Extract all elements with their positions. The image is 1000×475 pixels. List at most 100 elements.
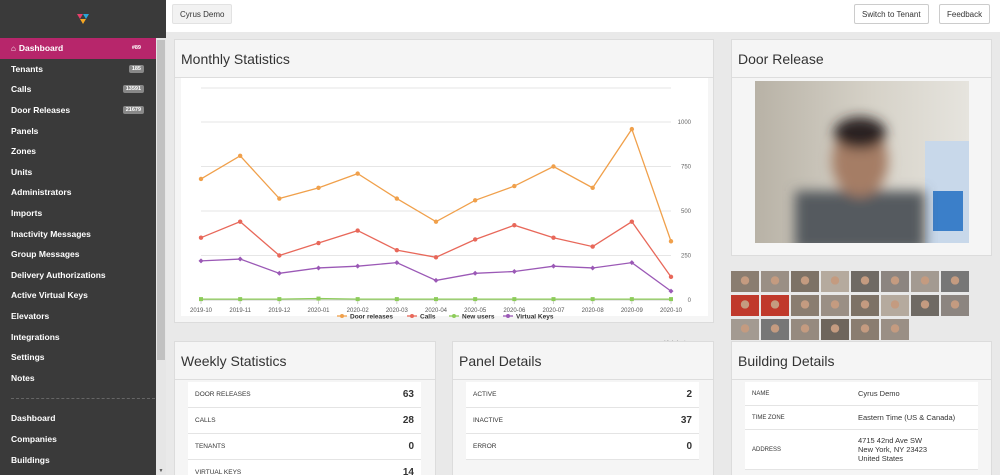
data-point-virtual-keys[interactable] [276, 270, 282, 276]
legend-label-virtual-keys[interactable]: Virtual Keys [516, 314, 554, 321]
data-point-new-users[interactable] [238, 297, 243, 302]
data-point-virtual-keys[interactable] [472, 270, 478, 276]
sidebar-bottom-item-buildings[interactable]: Buildings [0, 449, 166, 470]
sidebar-item-notes[interactable]: Notes [0, 368, 166, 389]
sidebar-item-panels[interactable]: Panels [0, 120, 166, 141]
data-point-new-users[interactable] [316, 296, 321, 301]
data-point-door-releases[interactable] [433, 219, 439, 224]
data-point-new-users[interactable] [473, 297, 478, 302]
data-point-new-users[interactable] [394, 297, 399, 302]
door-release-thumbnail[interactable] [851, 295, 879, 316]
data-point-new-users[interactable] [590, 297, 595, 302]
data-point-virtual-keys[interactable] [511, 269, 517, 275]
legend-label-door-releases[interactable]: Door releases [350, 314, 393, 321]
door-release-thumbnail[interactable] [911, 271, 939, 292]
data-point-door-releases[interactable] [355, 171, 360, 176]
door-release-thumbnail[interactable] [851, 319, 879, 340]
door-release-thumbnail[interactable] [881, 271, 909, 292]
sidebar-item-door-releases[interactable]: Door Releases 21679 [0, 100, 166, 121]
data-point-new-users[interactable] [199, 297, 203, 302]
data-point-door-releases[interactable] [277, 196, 282, 201]
data-point-new-users[interactable] [434, 297, 438, 302]
data-point-calls[interactable] [316, 240, 321, 246]
data-point-virtual-keys[interactable] [355, 263, 361, 269]
feedback-button[interactable]: Feedback [939, 4, 991, 24]
door-release-thumbnail[interactable] [851, 271, 879, 292]
door-release-thumbnail[interactable] [761, 271, 789, 292]
data-point-calls[interactable] [355, 228, 360, 233]
sidebar-item-imports[interactable]: Imports [0, 203, 166, 224]
data-point-door-releases[interactable] [316, 185, 321, 191]
sidebar-item-integrations[interactable]: Integrations [0, 326, 166, 347]
sidebar-item-group-messages[interactable]: Group Messages [0, 244, 166, 265]
sidebar-item-settings[interactable]: Settings [0, 347, 166, 368]
sidebar-item-active-virtual-keys[interactable]: Active Virtual Keys [0, 285, 166, 306]
data-point-door-releases[interactable] [394, 196, 400, 201]
door-release-thumbnail[interactable] [821, 271, 849, 292]
data-point-door-releases[interactable] [668, 239, 674, 244]
sidebar-item-elevators[interactable]: Elevators [0, 306, 166, 327]
door-release-thumbnail[interactable] [821, 319, 849, 340]
data-point-new-users[interactable] [551, 297, 556, 302]
logo[interactable] [0, 0, 166, 38]
sidebar-item-administrators[interactable]: Administrators [0, 182, 166, 203]
data-point-calls[interactable] [668, 274, 674, 280]
data-point-door-releases[interactable] [237, 153, 243, 159]
sidebar-bottom-item-dashboard[interactable]: Dashboard [0, 408, 166, 429]
switch-to-tenant-button[interactable]: Switch to Tenant [854, 4, 929, 24]
data-point-virtual-keys[interactable] [237, 256, 243, 262]
data-point-calls[interactable] [629, 219, 635, 224]
data-point-calls[interactable] [237, 219, 243, 224]
data-point-virtual-keys[interactable] [551, 263, 556, 269]
data-point-virtual-keys[interactable] [590, 265, 596, 271]
data-point-new-users[interactable] [355, 297, 360, 302]
door-release-thumbnail[interactable] [941, 271, 969, 292]
sidebar-item-calls[interactable]: Calls 13591 [0, 79, 166, 100]
sidebar-item-units[interactable]: Units [0, 162, 166, 183]
door-release-thumbnail[interactable] [761, 295, 789, 316]
data-point-virtual-keys[interactable] [316, 265, 321, 271]
door-release-thumbnail[interactable] [911, 295, 939, 316]
sidebar-scrollbar[interactable]: ▼ [156, 38, 166, 475]
data-point-calls[interactable] [590, 244, 595, 249]
door-release-thumbnail[interactable] [791, 319, 819, 340]
door-release-thumbnail[interactable] [791, 271, 819, 292]
legend-label-calls[interactable]: Calls [420, 314, 436, 321]
data-point-virtual-keys[interactable] [433, 277, 439, 283]
data-point-door-releases[interactable] [629, 126, 635, 132]
data-point-new-users[interactable] [629, 297, 634, 302]
data-point-door-releases[interactable] [472, 198, 478, 203]
data-point-virtual-keys[interactable] [198, 258, 204, 264]
data-point-calls[interactable] [472, 237, 478, 242]
data-point-door-releases[interactable] [590, 185, 595, 191]
data-point-virtual-keys[interactable] [394, 260, 400, 266]
data-point-calls[interactable] [512, 223, 517, 228]
scroll-down-arrow-icon[interactable]: ▼ [158, 468, 164, 474]
legend-label-new-users[interactable]: New users [462, 314, 495, 321]
sidebar-item-delivery-authorizations[interactable]: Delivery Authorizations [0, 265, 166, 286]
door-release-thumbnail[interactable] [791, 295, 819, 316]
data-point-new-users[interactable] [512, 297, 517, 302]
door-release-thumbnail[interactable] [731, 271, 759, 292]
current-tenant-label[interactable]: Cyrus Demo [172, 4, 233, 24]
data-point-new-users[interactable] [669, 297, 673, 302]
door-release-thumbnail[interactable] [881, 319, 909, 340]
data-point-calls[interactable] [394, 247, 400, 253]
data-point-calls[interactable] [551, 235, 556, 240]
sidebar-item-inactivity-messages[interactable]: Inactivity Messages [0, 223, 166, 244]
sidebar-item-tenants[interactable]: Tenants 185 [0, 59, 166, 80]
data-point-door-releases[interactable] [512, 183, 517, 189]
door-release-thumbnail[interactable] [761, 319, 789, 340]
sidebar-item-dashboard[interactable]: ⌂ Dashboard #89 [0, 38, 166, 59]
door-release-thumbnail[interactable] [821, 295, 849, 316]
door-release-thumbnail[interactable] [731, 319, 759, 340]
data-point-door-releases[interactable] [198, 176, 204, 182]
door-release-video[interactable] [755, 81, 969, 243]
sidebar-bottom-item-companies[interactable]: Companies [0, 429, 166, 450]
door-release-thumbnail[interactable] [731, 295, 759, 316]
data-point-virtual-keys[interactable] [629, 260, 635, 266]
door-release-thumbnail[interactable] [881, 295, 909, 316]
data-point-virtual-keys[interactable] [668, 288, 674, 294]
data-point-calls[interactable] [198, 235, 204, 240]
data-point-calls[interactable] [277, 253, 282, 258]
